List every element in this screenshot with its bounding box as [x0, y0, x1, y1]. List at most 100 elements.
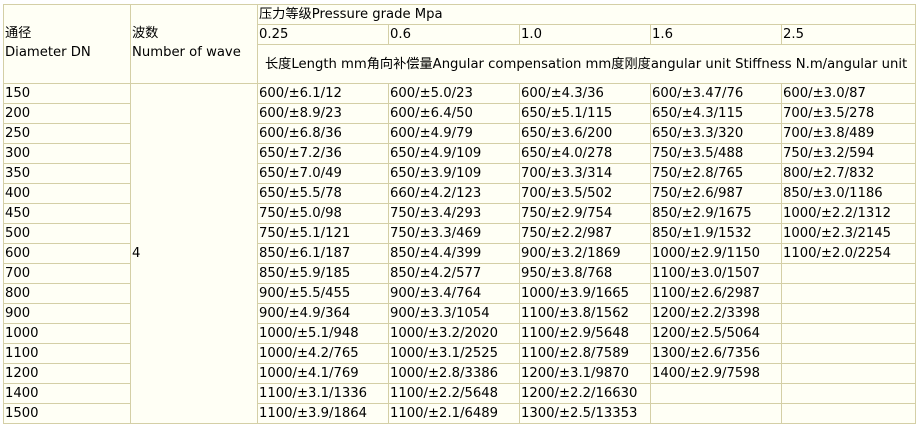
diameter-cell: 500 — [3, 223, 131, 244]
spec-value-cell: 800/±2.7/832 — [781, 163, 916, 184]
diameter-cell: 700 — [3, 263, 131, 284]
spec-value-cell: 1000/±2.2/1312 — [781, 203, 916, 224]
spec-value-cell: 900/±3.4/764 — [388, 283, 520, 304]
spec-value-cell: 650/±4.9/109 — [388, 143, 520, 164]
pressure-values-row: 0.25 0.6 1.0 1.6 2.5 — [4, 24, 916, 45]
spec-subheader: 长度Length mm角向补偿量Angular compensation mm度… — [257, 44, 916, 84]
spec-value-cell: 1000/±3.1/2525 — [388, 343, 520, 364]
spec-value-cell: 1000/±2.9/1150 — [650, 243, 782, 264]
spec-value-cell: 750/±5.1/121 — [257, 223, 389, 244]
diameter-cell: 1200 — [3, 363, 131, 384]
diameter-cell: 300 — [3, 143, 131, 164]
spec-value-cell: 650/±4.3/115 — [650, 103, 782, 124]
spec-value-cell: 700/±3.5/502 — [519, 183, 651, 204]
table-row: 1200 1000/±4.1/769 1000/±2.8/3386 1200/±3.1… — [3, 363, 916, 384]
spec-value-cell: 1100/±3.8/1562 — [519, 303, 651, 324]
spec-value-cell: 600/±6.8/36 — [257, 123, 389, 144]
spec-value-cell: 650/±3.9/109 — [388, 163, 520, 184]
spec-value-cell: 1300/±2.6/7356 — [650, 343, 782, 364]
subheader-row: 长度Length mm角向补偿量Angular compensation mm度… — [4, 44, 916, 84]
header-row: 通径 Diameter DN 波数 Number of wave 压力等级Press… — [3, 4, 916, 84]
spec-value-cell: 1100/±2.8/7589 — [519, 343, 651, 364]
spec-value-cell: 1100/±3.0/1507 — [650, 263, 782, 284]
spec-value-cell: 650/±3.3/320 — [650, 123, 782, 144]
diameter-cell: 450 — [3, 203, 131, 224]
spec-value-cell: 600/±4.3/36 — [519, 83, 651, 104]
wave-count-cell: 4 — [130, 83, 258, 424]
pressure-grade-title: 压力等级Pressure grade Mpa — [257, 4, 916, 25]
pressure-value: 0.6 — [388, 24, 520, 45]
spec-value-cell: 850/±2.9/1675 — [650, 203, 782, 224]
diameter-cell: 400 — [3, 183, 131, 204]
spec-value-cell: 1100/±2.1/6489 — [388, 403, 520, 424]
diameter-cell: 350 — [3, 163, 131, 184]
spec-value-cell: 1000/±2.3/2145 — [781, 223, 916, 244]
spec-value-cell: 1100/±3.1/1336 — [257, 383, 389, 404]
table-row: 250 600/±6.8/36 600/±4.9/79 650/±3.6/200 650… — [3, 123, 916, 144]
pressure-value: 1.0 — [519, 24, 651, 45]
spec-value-cell: 1000/±4.1/769 — [257, 363, 389, 384]
spec-value-cell: 750/±2.8/765 — [650, 163, 782, 184]
spec-value-cell: 600/±6.4/50 — [388, 103, 520, 124]
spec-value-cell: 900/±5.5/455 — [257, 283, 389, 304]
spec-value-cell: 1100/±2.6/2987 — [650, 283, 782, 304]
spec-value-cell: 1200/±2.5/5064 — [650, 323, 782, 344]
spec-value-cell: 1000/±3.9/1665 — [519, 283, 651, 304]
spec-value-cell: 950/±3.8/768 — [519, 263, 651, 284]
empty-cell — [781, 323, 916, 344]
spec-value-cell: 850/±3.0/1186 — [781, 183, 916, 204]
table-row: 1000 1000/±5.1/948 1000/±3.2/2020 1100/±2.9… — [3, 323, 916, 344]
spec-value-cell: 600/±4.9/79 — [388, 123, 520, 144]
spec-value-cell: 750/±3.3/469 — [388, 223, 520, 244]
spec-value-cell: 1000/±2.8/3386 — [388, 363, 520, 384]
diameter-cell: 600 — [3, 243, 131, 264]
spec-value-cell: 700/±3.3/314 — [519, 163, 651, 184]
spec-value-cell: 1000/±4.2/765 — [257, 343, 389, 364]
spec-value-cell: 1200/±2.2/16630 — [519, 383, 651, 404]
wave-header-en: Number of wave — [132, 45, 241, 60]
spec-value-cell: 1100/±3.9/1864 — [257, 403, 389, 424]
spec-value-cell: 1100/±2.9/5648 — [519, 323, 651, 344]
diameter-header: 通径 Diameter DN — [3, 4, 131, 84]
spec-value-cell: 1000/±3.2/2020 — [388, 323, 520, 344]
spec-value-cell: 750/±3.4/293 — [388, 203, 520, 224]
diameter-cell: 1100 — [3, 343, 131, 364]
spec-value-cell: 600/±8.9/23 — [257, 103, 389, 124]
spec-value-cell: 1100/±2.0/2254 — [781, 243, 916, 264]
diameter-header-cn: 通径 — [5, 26, 32, 41]
spec-value-cell: 850/±4.4/399 — [388, 243, 520, 264]
pressure-value: 0.25 — [257, 24, 389, 45]
spec-value-cell: 600/±3.47/76 — [650, 83, 782, 104]
spec-value-cell: 650/±5.1/115 — [519, 103, 651, 124]
diameter-header-en: Diameter DN — [5, 45, 91, 60]
empty-cell — [650, 383, 782, 404]
diameter-cell: 1000 — [3, 323, 131, 344]
table-row: 150 4 600/±6.1/12 600/±5.0/23 600/±4.3/36 600… — [3, 83, 916, 424]
table-row: 700 850/±5.9/185 850/±4.2/577 950/±3.8/768 1… — [3, 263, 916, 284]
spec-value-cell: 650/±4.0/278 — [519, 143, 651, 164]
empty-cell — [781, 343, 916, 364]
spec-value-cell: 850/±5.9/185 — [257, 263, 389, 284]
spec-value-cell: 650/±3.6/200 — [519, 123, 651, 144]
empty-cell — [781, 283, 916, 304]
spec-value-cell: 900/±3.2/1869 — [519, 243, 651, 264]
table-row: 200 600/±8.9/23 600/±6.4/50 650/±5.1/115 650… — [3, 103, 916, 124]
empty-cell — [781, 303, 916, 324]
diameter-cell: 1500 — [3, 403, 131, 424]
spec-value-cell: 700/±3.5/278 — [781, 103, 916, 124]
spec-value-cell: 750/±2.9/754 — [519, 203, 651, 224]
wave-header: 波数 Number of wave — [130, 4, 258, 84]
spec-value-cell: 650/±5.5/78 — [257, 183, 389, 204]
diameter-cell: 150 — [3, 83, 131, 104]
spec-value-cell: 850/±1.9/1532 — [650, 223, 782, 244]
spec-value-cell: 650/±7.2/36 — [257, 143, 389, 164]
diameter-cell: 200 — [3, 103, 131, 124]
diameter-cell: 900 — [3, 303, 131, 324]
spec-value-cell: 1200/±2.2/3398 — [650, 303, 782, 324]
diameter-cell: 250 — [3, 123, 131, 144]
diameter-cell: 1400 — [3, 383, 131, 404]
spec-value-cell: 750/±3.5/488 — [650, 143, 782, 164]
spec-value-cell: 1000/±5.1/948 — [257, 323, 389, 344]
compensator-spec-table: 通径 Diameter DN 波数 Number of wave 压力等级Press… — [3, 4, 916, 424]
pressure-value: 2.5 — [781, 24, 916, 45]
